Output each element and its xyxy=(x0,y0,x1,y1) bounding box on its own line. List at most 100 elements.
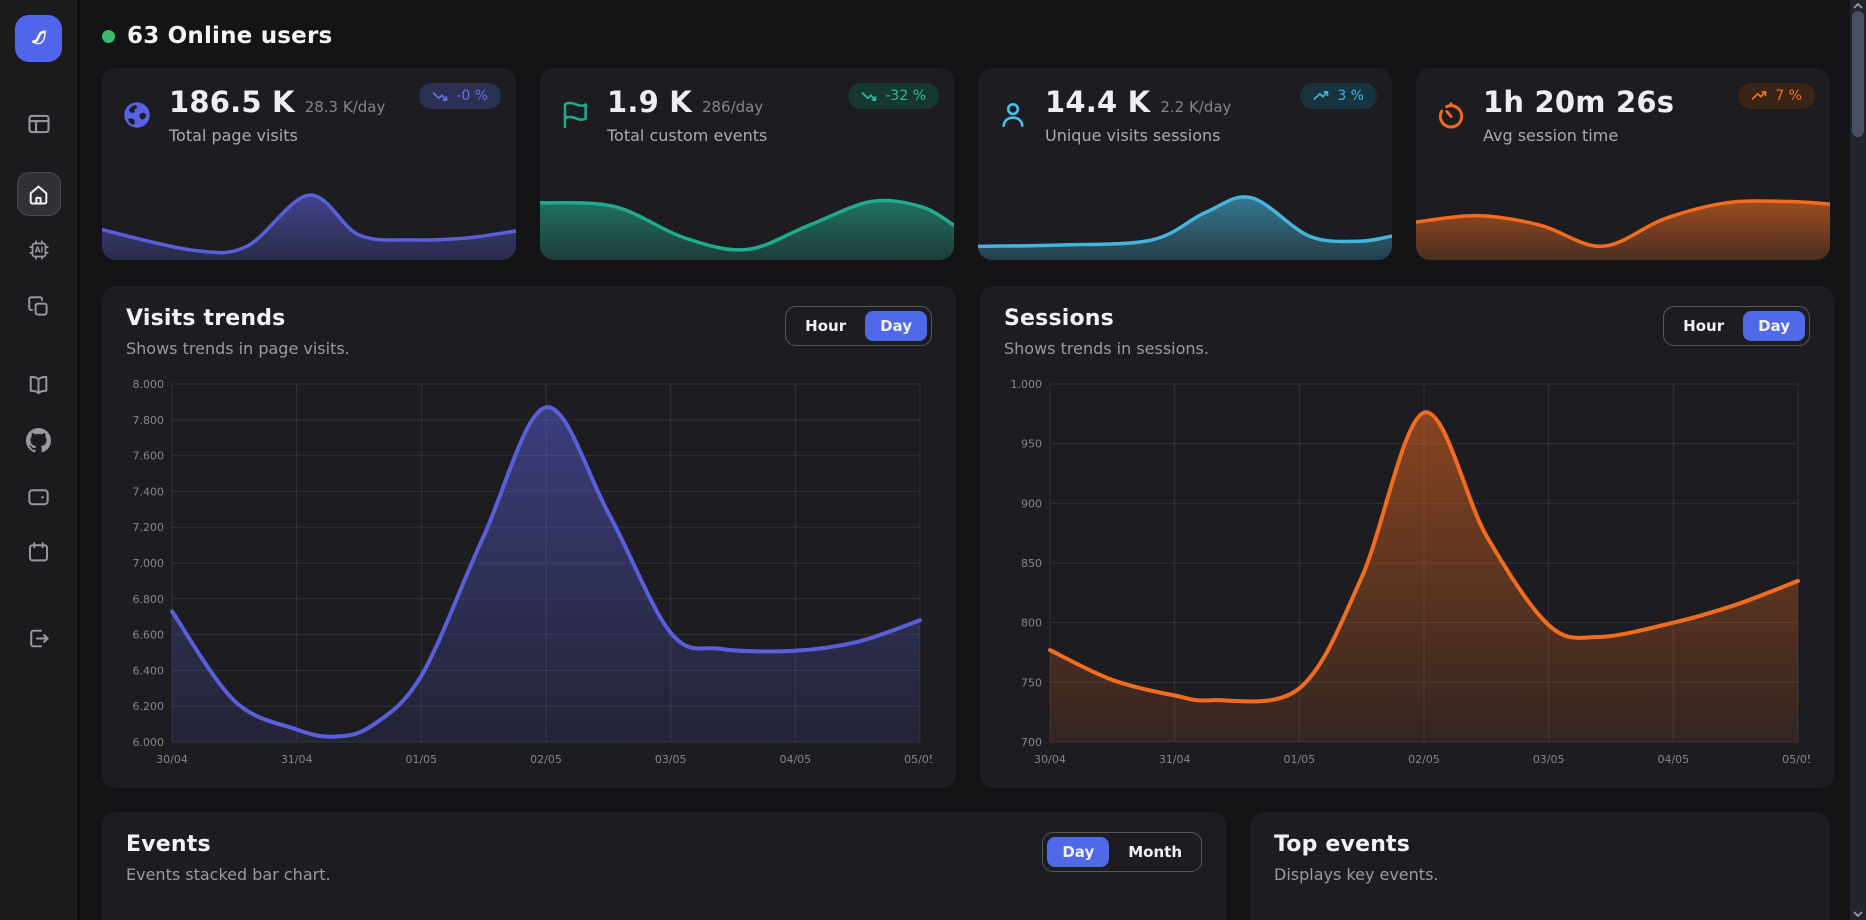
top-events-panel: Top events Displays key events. xyxy=(1250,812,1830,920)
svg-text:6.600: 6.600 xyxy=(133,629,165,642)
trending-down-icon xyxy=(861,88,877,104)
panels-layout-icon xyxy=(26,111,52,137)
home-icon xyxy=(26,182,51,207)
toggle-day-button[interactable]: Day xyxy=(1743,311,1805,341)
events-panel: Events Events stacked bar chart. Day Mon… xyxy=(102,812,1226,920)
svg-text:850: 850 xyxy=(1021,557,1042,570)
panel-subtitle: Shows trends in sessions. xyxy=(1004,339,1209,358)
svg-text:01/05: 01/05 xyxy=(1283,753,1315,766)
logout-icon xyxy=(26,626,51,651)
trending-up-icon xyxy=(1313,88,1329,104)
main-content: 63 Online users 186.5 K 28.3 K/day xyxy=(83,0,1850,920)
bottom-row: Events Events stacked bar chart. Day Mon… xyxy=(102,812,1830,920)
badge-value: -0 % xyxy=(456,88,488,104)
scrollbar-thumb[interactable] xyxy=(1852,11,1864,137)
sidebar-item-home[interactable] xyxy=(16,172,61,216)
flag-icon xyxy=(558,99,592,131)
trend-badge: 3 % xyxy=(1300,83,1377,109)
visits-trends-chart: 8.000 7.800 7.600 7.400 7.200 7.000 6.800 6.600… xyxy=(126,370,933,774)
svg-text:6.800: 6.800 xyxy=(133,593,165,606)
online-users-count: 63 Online users xyxy=(127,23,333,49)
svg-text:04/05: 04/05 xyxy=(779,753,811,766)
charts-row: Visits trends Shows trends in page visit… xyxy=(102,286,1834,788)
timer-icon xyxy=(1434,99,1468,131)
svg-text:AI: AI xyxy=(34,246,43,255)
sidebar-item-github[interactable] xyxy=(17,418,61,462)
svg-text:30/04: 30/04 xyxy=(156,753,188,766)
badge-value: 7 % xyxy=(1775,88,1802,104)
sparkline-chart xyxy=(978,182,1392,260)
stat-card-total-custom-events: 1.9 K 286/day Total custom events -32 % xyxy=(540,68,954,260)
stat-rate: 28.3 K/day xyxy=(304,98,386,116)
toggle-day-button[interactable]: Day xyxy=(865,311,927,341)
svg-text:900: 900 xyxy=(1021,497,1042,510)
panel-subtitle: Events stacked bar chart. xyxy=(126,865,331,884)
panel-title: Visits trends xyxy=(126,306,286,331)
scroll-down-arrow-icon[interactable] xyxy=(1850,908,1866,920)
svg-text:03/05: 03/05 xyxy=(1533,753,1565,766)
page-scrollbar xyxy=(1850,0,1866,920)
calendar-icon xyxy=(26,540,51,565)
stat-label: Avg session time xyxy=(1483,126,1619,145)
stat-value: 186.5 K xyxy=(169,85,295,119)
ai-chip-icon: AI xyxy=(26,237,52,263)
svg-text:750: 750 xyxy=(1021,676,1042,689)
spline-logo-icon xyxy=(25,23,53,55)
toggle-day-button[interactable]: Day xyxy=(1047,837,1110,867)
copy-pages-icon xyxy=(26,294,51,319)
sidebar-item-panels[interactable] xyxy=(17,102,61,146)
stat-card-unique-visits-sessions: 14.4 K 2.2 K/day Unique visits sessions … xyxy=(978,68,1392,260)
trend-badge: 7 % xyxy=(1738,83,1815,109)
app-logo[interactable] xyxy=(15,15,62,62)
trending-down-icon xyxy=(432,88,448,104)
wallet-icon xyxy=(26,484,51,509)
sidebar: AI xyxy=(0,0,80,920)
stat-rate: 2.2 K/day xyxy=(1160,98,1232,116)
book-icon xyxy=(26,372,51,397)
sessions-interval-toggle: Hour Day xyxy=(1663,306,1810,346)
svg-text:02/05: 02/05 xyxy=(1408,753,1440,766)
svg-text:8.000: 8.000 xyxy=(133,378,165,391)
scroll-up-arrow-icon[interactable] xyxy=(1850,0,1866,12)
stat-value: 1.9 K xyxy=(607,85,692,119)
events-interval-toggle: Day Month xyxy=(1042,832,1202,872)
sidebar-item-docs[interactable] xyxy=(17,362,61,406)
svg-text:7.400: 7.400 xyxy=(133,485,165,498)
toggle-month-button[interactable]: Month xyxy=(1113,837,1197,867)
stat-cards-row: 186.5 K 28.3 K/day Total page visits -0 … xyxy=(102,68,1830,260)
svg-text:800: 800 xyxy=(1021,617,1042,630)
svg-text:04/05: 04/05 xyxy=(1657,753,1689,766)
svg-text:1.000: 1.000 xyxy=(1011,378,1043,391)
stat-rate: 286/day xyxy=(701,98,764,116)
visits-trends-panel: Visits trends Shows trends in page visit… xyxy=(102,286,956,788)
svg-text:31/04: 31/04 xyxy=(1159,753,1191,766)
sessions-panel: Sessions Shows trends in sessions. Hour … xyxy=(980,286,1834,788)
svg-text:31/04: 31/04 xyxy=(281,753,313,766)
online-users-header: 63 Online users xyxy=(102,18,1830,54)
panel-title: Events xyxy=(126,832,211,857)
svg-text:7.600: 7.600 xyxy=(133,450,165,463)
badge-value: -32 % xyxy=(885,88,926,104)
toggle-hour-button[interactable]: Hour xyxy=(1668,311,1739,341)
toggle-hour-button[interactable]: Hour xyxy=(790,311,861,341)
stat-card-avg-session-time: 1h 20m 26s Avg session time 7 % xyxy=(1416,68,1830,260)
stat-value: 14.4 K xyxy=(1045,85,1151,119)
trend-badge: -0 % xyxy=(419,83,501,109)
sidebar-item-logout[interactable] xyxy=(17,616,61,660)
sparkline-chart xyxy=(1416,182,1830,260)
panel-title: Top events xyxy=(1274,832,1411,857)
sidebar-item-copy[interactable] xyxy=(17,284,61,328)
stat-label: Total custom events xyxy=(607,126,768,145)
github-icon xyxy=(26,427,51,453)
trending-up-icon xyxy=(1751,88,1767,104)
sidebar-item-ai[interactable]: AI xyxy=(17,228,61,272)
svg-text:6.000: 6.000 xyxy=(133,736,165,749)
svg-text:6.400: 6.400 xyxy=(133,664,165,677)
sidebar-item-wallet[interactable] xyxy=(17,474,61,518)
trend-badge: -32 % xyxy=(848,83,939,109)
svg-text:6.200: 6.200 xyxy=(133,700,165,713)
panel-title: Sessions xyxy=(1004,306,1114,331)
sidebar-item-calendar[interactable] xyxy=(17,530,61,574)
sessions-chart: 1.000 950 900 850 800 750 700 30/04 31/04 01/05 02… xyxy=(1004,370,1811,774)
svg-text:7.200: 7.200 xyxy=(133,521,165,534)
